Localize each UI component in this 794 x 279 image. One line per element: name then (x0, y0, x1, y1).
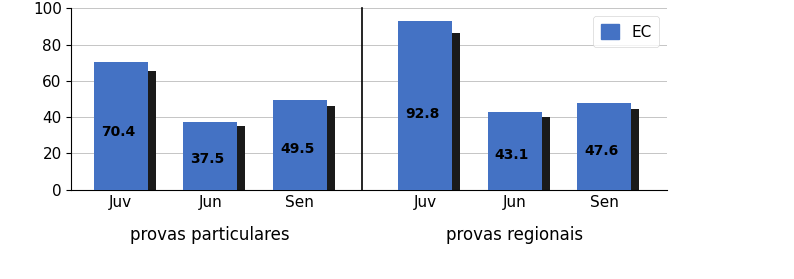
Bar (183, 122, 237, 190)
Bar (577, 104, 631, 190)
Bar (488, 112, 542, 190)
Bar (94, 62, 148, 190)
Bar (496, 117, 549, 190)
Text: 92.8: 92.8 (405, 107, 440, 121)
Text: provas regionais: provas regionais (446, 226, 584, 244)
Text: 37.5: 37.5 (191, 152, 225, 166)
Text: 47.6: 47.6 (584, 144, 619, 158)
Text: 70.4: 70.4 (101, 125, 135, 139)
Text: 49.5: 49.5 (280, 142, 314, 156)
Bar (585, 109, 639, 190)
Bar (399, 21, 452, 190)
Bar (102, 71, 156, 190)
Bar (273, 100, 326, 190)
Bar (407, 33, 460, 190)
Text: provas particulares: provas particulares (130, 226, 290, 244)
Legend: EC: EC (593, 16, 659, 47)
Bar (281, 106, 335, 190)
Text: 43.1: 43.1 (495, 148, 530, 162)
Bar (191, 126, 245, 190)
